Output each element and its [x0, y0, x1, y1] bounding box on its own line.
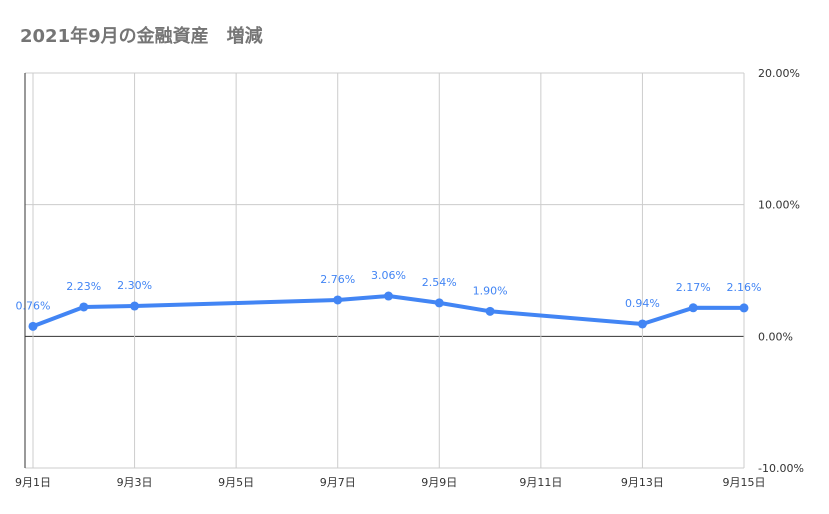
data-point [384, 291, 393, 301]
data-label: 3.06% [371, 269, 406, 282]
data-label: 0.94% [625, 297, 660, 310]
data-point [688, 303, 698, 313]
data-point [485, 306, 495, 316]
data-label: 0.76% [16, 299, 51, 312]
chart-title: 2021年9月の金融資産 増減 [20, 26, 263, 47]
y-tick-label: 10.00% [758, 199, 800, 212]
data-point [79, 302, 89, 312]
x-tick-label: 9月5日 [218, 476, 254, 489]
data-label: 2.30% [117, 279, 152, 292]
series-line [31, 294, 746, 329]
data-point [28, 321, 38, 331]
y-tick-label: -10.00% [758, 462, 804, 475]
data-point [637, 319, 647, 329]
data-label: 2.23% [66, 280, 101, 293]
x-tick-label: 9月11日 [519, 476, 562, 489]
y-tick-label: 0.00% [758, 330, 793, 343]
x-tick-label: 9月15日 [723, 476, 766, 489]
data-label: 2.54% [422, 276, 457, 289]
data-point [130, 301, 140, 311]
y-tick-label: 20.00% [758, 67, 800, 80]
data-point [434, 298, 444, 308]
x-tick-label: 9月7日 [320, 476, 356, 489]
data-point [333, 295, 343, 305]
data-label: 1.90% [473, 284, 508, 297]
x-tick-label: 9月13日 [621, 476, 664, 489]
data-label: 2.76% [320, 273, 355, 286]
x-tick-label: 9月9日 [421, 476, 457, 489]
data-point [739, 303, 749, 313]
x-tick-label: 9月1日 [15, 476, 51, 489]
data-label: 2.17% [676, 281, 711, 294]
x-tick-label: 9月3日 [117, 476, 153, 489]
data-label: 2.16% [727, 281, 762, 294]
